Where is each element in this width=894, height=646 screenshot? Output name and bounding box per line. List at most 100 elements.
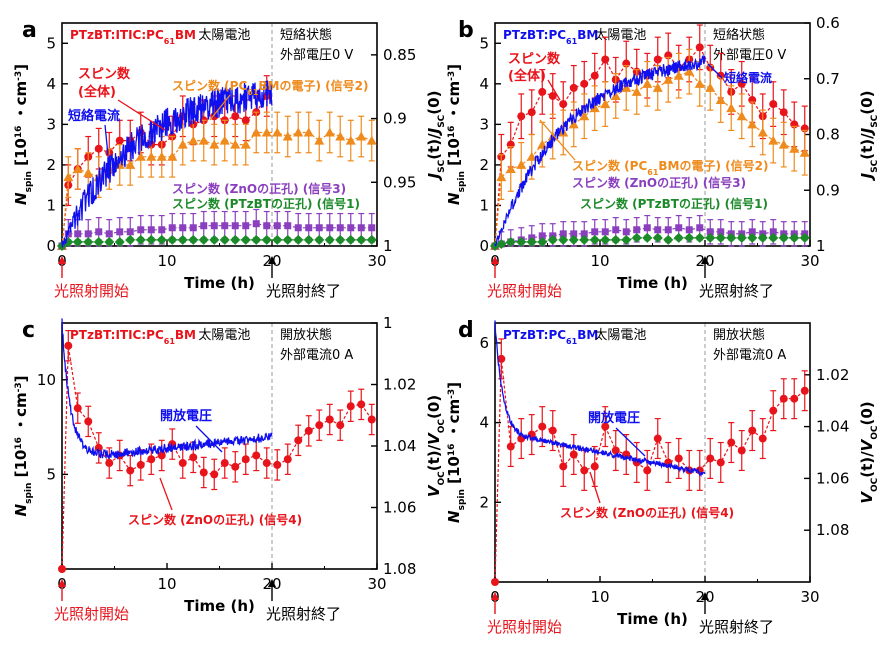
data-point	[559, 100, 568, 109]
data-point	[758, 434, 767, 443]
data-point	[283, 455, 292, 464]
annotation-pointer	[615, 427, 646, 457]
data-point	[633, 226, 641, 234]
annotation-pointer	[707, 63, 723, 79]
y-label-sub: spin	[24, 171, 34, 192]
data-point	[601, 422, 610, 431]
data-point	[736, 232, 747, 243]
condition-text: 開放状態	[713, 327, 765, 343]
data-point	[273, 222, 281, 230]
series-annotation: スピン数 (ZnOの正孔) (信号4)	[560, 505, 734, 520]
annotation-text: (全体)	[78, 84, 116, 100]
y-left-tick-label: 5	[479, 34, 489, 52]
data-point	[357, 400, 366, 409]
y-left-tick-label: 0	[46, 237, 56, 255]
data-point	[590, 71, 599, 80]
series-annotation: スピン数 (PTzBTの正孔) (信号1)	[172, 196, 360, 211]
y-label-unit: [10	[12, 138, 30, 171]
data-point	[768, 135, 779, 145]
y-label-exp: 16	[447, 444, 457, 457]
data-point	[220, 459, 229, 468]
data-point	[64, 341, 73, 350]
data-point	[642, 78, 653, 88]
y-right-tick-label: 1.02	[383, 376, 416, 394]
data-point	[558, 234, 569, 245]
y-label-exp: 16	[14, 126, 24, 139]
data-point	[768, 232, 779, 243]
data-point	[199, 468, 208, 477]
data-point	[84, 230, 92, 238]
series-annotation: スピン数 (ZnOの正孔) (信号3)	[572, 175, 746, 190]
y-label-exp: 16	[14, 437, 24, 450]
start-arrowhead	[58, 579, 66, 587]
condition-text: 外部電流0 A	[713, 348, 786, 363]
data-point	[135, 151, 146, 161]
data-point	[579, 234, 590, 245]
annotation-pointer	[547, 79, 561, 101]
data-point	[570, 230, 578, 238]
data-point	[293, 127, 304, 137]
data-point	[335, 234, 346, 245]
data-point	[241, 116, 250, 125]
data-point	[189, 224, 197, 232]
y-label-tail: ・cm	[12, 81, 30, 126]
data-point	[178, 459, 187, 468]
data-point	[537, 139, 548, 149]
data-point	[612, 226, 620, 234]
series-annotation: 開放電圧	[588, 410, 640, 426]
y-right-label-part: V	[425, 432, 443, 445]
data-point	[496, 172, 507, 182]
data-point	[241, 455, 250, 464]
y-right-axis-label: JSC(t)/JSC(0)	[858, 91, 880, 182]
data-point	[158, 226, 166, 234]
y-right-tick-label: 1	[816, 237, 826, 255]
y-right-label-part: V	[425, 484, 443, 497]
x-axis-label: Time (h)	[617, 274, 688, 292]
data-point	[653, 55, 662, 64]
y-label-unit: [10	[12, 450, 30, 483]
data-point	[526, 236, 537, 247]
data-point	[548, 91, 557, 100]
y-label-tailexp: -3	[14, 71, 24, 81]
data-point	[778, 232, 789, 243]
y-left-tick-label: 2	[479, 493, 489, 511]
data-point	[219, 234, 230, 245]
data-point	[779, 108, 788, 117]
data-point	[94, 144, 103, 153]
y-right-label-part: (0)	[425, 91, 443, 115]
data-point	[219, 135, 230, 145]
start-arrowhead	[491, 256, 499, 264]
data-point	[663, 234, 674, 245]
y-right-label-part: SC	[870, 114, 880, 127]
data-point	[757, 127, 768, 137]
data-point	[610, 234, 621, 245]
annotation-pointer	[159, 477, 173, 511]
data-point	[684, 232, 695, 243]
data-point	[663, 74, 674, 84]
data-point	[116, 228, 124, 236]
y-left-tick-label: 1	[46, 196, 56, 214]
data-point	[168, 224, 176, 232]
data-point	[304, 426, 313, 435]
x-tick-label: 30	[367, 252, 386, 270]
data-point	[126, 466, 135, 475]
y-right-tick-label: 1	[383, 314, 393, 332]
panel-letter: c	[22, 318, 35, 343]
y-right-axis-label: JSC(t)/JSC(0)	[425, 91, 447, 182]
data-point	[601, 55, 610, 64]
y-left-tick-label: 4	[479, 414, 489, 432]
data-point	[789, 143, 800, 153]
data-point	[282, 234, 293, 245]
start-label: 光照射開始	[54, 605, 129, 623]
y-label-close: ]	[445, 382, 463, 389]
data-point	[84, 417, 93, 426]
series-annotation: (全体)	[508, 68, 546, 84]
data-point	[757, 232, 768, 243]
title-device: PTzBT:PC	[503, 328, 566, 342]
title-sub: 61	[566, 37, 578, 46]
device-title: PTzBT:ITIC:PC61BM	[70, 28, 196, 46]
y-right-tick-label: 1.06	[816, 469, 849, 487]
series-annotation: (全体)	[78, 84, 116, 100]
series-purple	[491, 214, 809, 250]
panel-d: d0102030Time (h)2461.021.041.061.08Nspin…	[445, 318, 880, 636]
